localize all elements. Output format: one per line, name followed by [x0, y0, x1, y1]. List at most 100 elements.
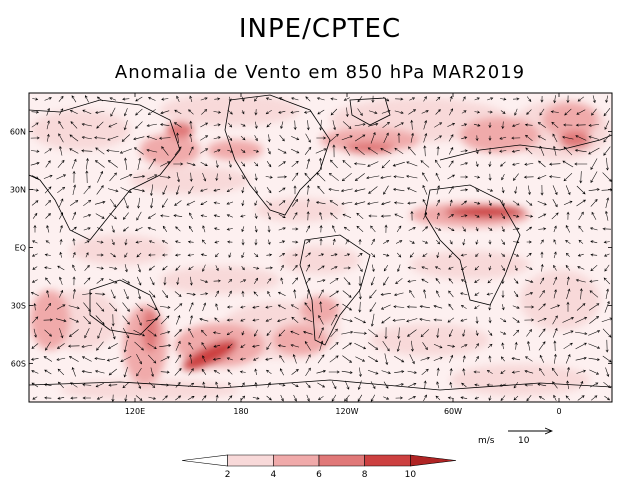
wind-vector: [176, 172, 181, 183]
wind-vector: [122, 97, 130, 101]
wind-vector: [306, 198, 310, 208]
wind-vector: [188, 146, 194, 156]
wind-vector: [306, 158, 311, 170]
wind-vector: [95, 213, 105, 219]
wind-vector: [605, 197, 610, 209]
wind-vector: [200, 188, 208, 192]
wind-vector: [277, 291, 286, 297]
wind-vector: [436, 212, 440, 220]
wind-vector: [460, 162, 469, 166]
wind-vector: [45, 302, 52, 311]
wind-vector: [329, 133, 339, 143]
wind-vector: [292, 212, 298, 220]
wind-vector: [266, 395, 272, 401]
wind-vector: [81, 123, 92, 127]
wind-vector: [202, 172, 207, 182]
wind-vector: [162, 290, 169, 299]
wind-vector: [342, 303, 353, 311]
colorbar: 2 4 6 8 10: [181, 454, 457, 480]
wind-vector: [474, 110, 481, 114]
wind-vector: [316, 369, 327, 374]
wind-vector: [123, 197, 129, 209]
wind-vector: [355, 356, 366, 362]
wind-vector: [72, 211, 77, 220]
wind-vector: [394, 213, 404, 219]
wind-vector: [383, 276, 389, 286]
wind-vector: [280, 277, 284, 285]
wind-vector: [149, 382, 156, 388]
wind-vector: [94, 369, 105, 374]
wind-vector: [589, 382, 599, 388]
wind-vector: [68, 329, 79, 337]
wind-vector: [174, 200, 182, 206]
wind-vector: [241, 290, 245, 297]
wind-vector: [367, 201, 379, 206]
wind-vector: [588, 147, 600, 155]
wind-vector: [525, 200, 533, 206]
wind-vector: [487, 343, 493, 349]
wind-vector: [82, 396, 91, 400]
wind-vector: [215, 394, 219, 401]
wind-vector: [565, 395, 571, 401]
wind-vector: [499, 149, 507, 153]
wind-vector: [188, 382, 195, 388]
wind-vector: [45, 200, 51, 206]
wind-vector: [119, 148, 132, 154]
wind-vector: [407, 279, 417, 283]
wind-vector: [500, 317, 507, 323]
wind-vector: [589, 279, 599, 283]
wind-vector: [574, 162, 588, 166]
wind-vector: [278, 329, 286, 337]
wind-vector: [188, 368, 194, 376]
wind-vector: [174, 253, 181, 257]
wind-vector: [59, 251, 63, 258]
wind-vector: [214, 317, 220, 323]
wind-vector: [84, 264, 90, 271]
wind-vector: [72, 264, 76, 272]
wind-vector: [602, 328, 612, 338]
wind-vector: [448, 160, 454, 168]
wind-vector: [369, 289, 377, 299]
wind-vector: [160, 110, 170, 115]
wind-vector: [409, 252, 415, 258]
wind-vector: [341, 330, 354, 335]
wind-vector: [409, 289, 415, 298]
wind-vector: [488, 135, 492, 141]
coast-eurasia: [29, 99, 181, 241]
wind-vector: [371, 238, 375, 246]
wind-vector: [566, 288, 571, 300]
wind-vector: [562, 135, 574, 140]
wind-vector: [228, 96, 232, 102]
wind-vector: [590, 158, 598, 171]
wind-vector: [575, 123, 586, 127]
wind-vector: [330, 212, 338, 220]
wind-vector: [318, 327, 324, 339]
wind-vector: [215, 303, 219, 311]
wind-vector: [408, 146, 416, 156]
wind-vector: [396, 252, 402, 258]
wind-vector: [240, 318, 246, 322]
wind-vector: [266, 278, 272, 284]
wind-vector: [95, 147, 105, 155]
longitude-axis: 120E180120W60W060E: [125, 93, 562, 416]
wind-vector: [345, 107, 349, 118]
wind-vector: [435, 395, 441, 401]
wind-vector: [406, 318, 418, 323]
wind-vector: [436, 252, 440, 259]
colorbar-label: 10: [405, 470, 417, 480]
wind-vector: [305, 96, 311, 102]
wind-vector: [96, 253, 104, 257]
wind-vector: [188, 302, 194, 312]
wind-vector: [213, 201, 220, 205]
wind-vector: [383, 240, 390, 244]
wind-vector: [241, 252, 245, 259]
wind-vector: [137, 289, 142, 300]
wind-vector: [84, 328, 90, 339]
wind-vector: [97, 227, 104, 231]
wind-vector: [31, 200, 39, 206]
wind-vector: [201, 239, 206, 245]
wind-vector: [71, 226, 77, 232]
wind-vector: [202, 355, 206, 363]
wind-vector: [394, 383, 404, 387]
wind-vector: [227, 135, 233, 141]
